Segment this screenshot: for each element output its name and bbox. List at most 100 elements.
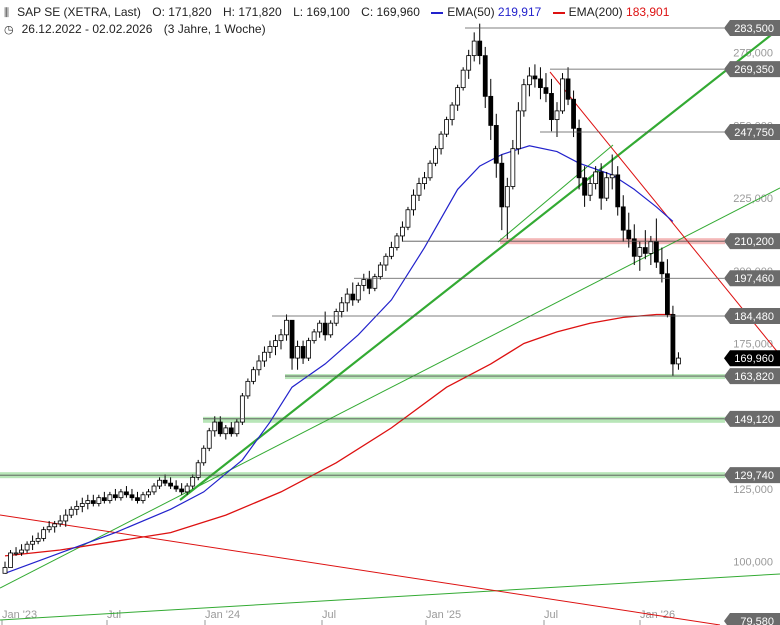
candle-body xyxy=(135,497,140,501)
candle-body xyxy=(151,485,157,493)
candle-body xyxy=(648,241,654,254)
candle xyxy=(670,305,676,376)
ema-layer xyxy=(4,145,674,574)
last-price-label: 169,960 xyxy=(734,353,774,365)
candle xyxy=(598,163,604,210)
level-label: 129,740 xyxy=(734,470,774,482)
candle xyxy=(234,419,240,437)
candle xyxy=(427,160,433,181)
candle-body xyxy=(206,430,212,449)
candle xyxy=(96,494,102,507)
candle-body xyxy=(411,194,416,211)
candle-body xyxy=(504,186,510,208)
candle-body xyxy=(46,526,52,531)
candle xyxy=(449,102,455,126)
candle-body xyxy=(245,380,251,397)
candle-body xyxy=(239,395,245,423)
level-184,480: 184,480 xyxy=(272,307,780,324)
candle xyxy=(46,520,52,533)
candle xyxy=(405,206,411,231)
candle-body xyxy=(576,127,582,179)
candle-body xyxy=(422,177,427,184)
date-header: ◷ 26.12.2022 - 02.02.2026 (3 Jahre, 1 Woc… xyxy=(4,22,274,36)
candle xyxy=(604,171,610,202)
candle xyxy=(74,500,80,516)
high-label: H: 171,820 xyxy=(222,5,282,19)
candles-icon[interactable]: ⫼ xyxy=(4,7,10,19)
candle-body xyxy=(665,273,670,315)
candle-body xyxy=(306,340,312,359)
candle-body xyxy=(234,421,240,435)
candle-body xyxy=(565,78,571,100)
candle-body xyxy=(554,110,560,121)
candle xyxy=(184,483,190,495)
x-tick-label: Jan '24 xyxy=(205,609,240,621)
candle-body xyxy=(631,238,637,257)
level-129,740: 129,740 xyxy=(0,467,780,484)
candle-body xyxy=(140,494,146,501)
candle xyxy=(372,273,378,292)
level-label: 79,580 xyxy=(740,616,774,625)
candle xyxy=(631,224,637,266)
candle xyxy=(344,288,350,312)
candle-body xyxy=(388,247,394,257)
candle-body xyxy=(273,340,278,347)
candle-body xyxy=(527,75,532,86)
candle-body xyxy=(256,360,262,371)
candle-body xyxy=(8,552,13,568)
candle xyxy=(157,477,162,489)
candle-body xyxy=(157,479,162,487)
candle xyxy=(482,46,488,108)
candle-body xyxy=(620,206,626,231)
candle xyxy=(383,253,389,271)
level-label: 269,350 xyxy=(734,64,774,76)
candle xyxy=(273,334,278,356)
period: (3 Jahre, 1 Woche) xyxy=(163,22,266,36)
candle-body xyxy=(549,93,554,121)
candle xyxy=(168,477,174,489)
level-247,750: 247,750 xyxy=(540,123,780,140)
candle-body xyxy=(107,494,113,501)
candle xyxy=(400,221,405,242)
candle-body xyxy=(52,523,58,528)
candle-body xyxy=(328,322,334,336)
top-trendline xyxy=(497,144,614,243)
x-tick-label: Jul xyxy=(544,609,558,621)
candle-body xyxy=(250,369,256,382)
candle-body xyxy=(217,421,223,435)
support-zone-149 xyxy=(203,416,725,423)
candle xyxy=(659,247,665,283)
candle-body xyxy=(560,78,565,112)
candle xyxy=(35,532,41,545)
low-label: L: 169,100 xyxy=(293,5,350,19)
candle xyxy=(653,218,659,268)
candle xyxy=(488,78,494,140)
level-283,500: 283,500 xyxy=(465,20,780,36)
zones-layer xyxy=(0,238,725,479)
trendlines-layer xyxy=(0,27,780,625)
candle xyxy=(173,480,179,492)
candle xyxy=(543,73,549,103)
candle-body xyxy=(355,284,361,301)
candle xyxy=(135,491,140,504)
candle-body xyxy=(173,485,179,490)
candle xyxy=(129,488,135,501)
candle xyxy=(471,32,477,62)
candle xyxy=(90,494,96,507)
candle xyxy=(317,320,323,338)
candle xyxy=(355,282,361,303)
candle xyxy=(19,544,24,556)
candle xyxy=(278,329,284,350)
candle xyxy=(162,474,168,487)
candle-body xyxy=(101,497,107,501)
candle-body xyxy=(609,174,615,179)
candle-body xyxy=(571,98,576,129)
candle-body xyxy=(262,351,267,362)
level-197,460: 197,460 xyxy=(354,270,780,287)
candle xyxy=(582,166,587,207)
candle-body xyxy=(405,209,411,228)
candle-body xyxy=(642,247,648,254)
candle-body xyxy=(372,276,378,289)
candle-body xyxy=(604,177,610,199)
